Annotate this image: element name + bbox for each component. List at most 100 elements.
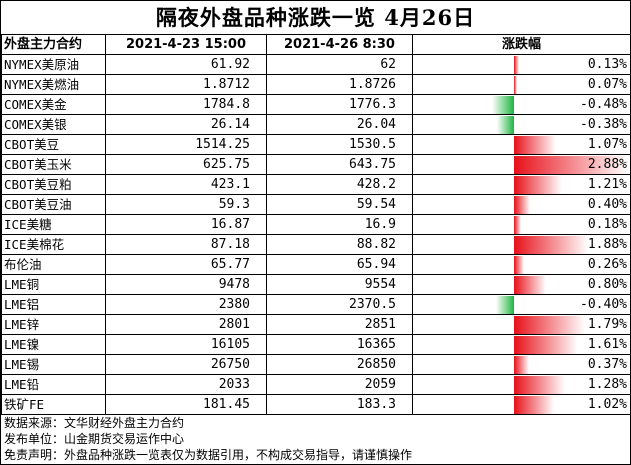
column-header-curr: 2021-4-26 8:30: [266, 34, 413, 55]
contract-name: COMEX美银: [1, 114, 106, 135]
change-cell: 0.37%: [412, 354, 631, 375]
prev-price: 2801: [105, 314, 267, 335]
contract-name: LME锡: [1, 354, 106, 375]
change-cell: 1.21%: [412, 174, 631, 195]
prev-price: 1514.25: [105, 134, 267, 155]
change-percent: 2.88%: [587, 157, 627, 172]
data-source-note: 数据来源：文华财经外盘主力合约: [4, 416, 185, 430]
change-bar-up: [514, 156, 628, 174]
change-percent: 1.88%: [587, 237, 627, 252]
prev-price: 9478: [105, 274, 267, 295]
change-percent: 1.02%: [587, 397, 627, 412]
page-title: 隔夜外盘品种涨跌一览 4月26日: [155, 5, 476, 30]
change-percent: 1.28%: [587, 377, 627, 392]
change-percent: 0.18%: [587, 217, 627, 232]
change-cell: 0.18%: [412, 214, 631, 235]
contract-name: ICE美糖: [1, 214, 106, 235]
prev-price: 26750: [105, 354, 267, 375]
prev-price: 2033: [105, 374, 267, 395]
table-row: LME锡 26750 26850 0.37%: [1, 354, 631, 375]
change-bar-up: [514, 276, 546, 294]
curr-price: 183.3: [266, 394, 413, 415]
contract-name: NYMEX美燃油: [1, 74, 106, 95]
change-bar-up: [514, 376, 565, 394]
disclaimer-note: 免责声明：外盘品种涨跌一览表仅为数据引用，不构成交易指导，请谨慎操作: [4, 448, 413, 462]
curr-price: 428.2: [266, 174, 413, 195]
change-cell: 0.26%: [412, 254, 631, 275]
change-percent: 1.61%: [587, 337, 627, 352]
curr-price: 16365: [266, 334, 413, 355]
change-bar-down: [496, 116, 514, 134]
change-cell: -0.38%: [412, 114, 631, 135]
change-percent: 0.37%: [587, 357, 627, 372]
prev-price: 2380: [105, 294, 267, 315]
prev-price: 625.75: [105, 154, 267, 175]
prev-price: 16105: [105, 334, 267, 355]
change-bar-up: [514, 76, 517, 94]
curr-price: 1530.5: [266, 134, 413, 155]
table-row: LME锌 2801 2851 1.79%: [1, 314, 631, 335]
prev-price: 59.3: [105, 194, 267, 215]
contract-name: CBOT美豆粕: [1, 174, 106, 195]
table-row: CBOT美豆粕 423.1 428.2 1.21%: [1, 174, 631, 195]
curr-price: 1776.3: [266, 94, 413, 115]
curr-price: 62: [266, 54, 413, 75]
change-bar-up: [514, 176, 562, 194]
curr-price: 88.82: [266, 234, 413, 255]
change-percent: -0.40%: [580, 297, 627, 312]
column-header-contract: 外盘主力合约: [1, 34, 106, 55]
table-row: LME铝 2380 2370.5 -0.40%: [1, 294, 631, 315]
contract-name: LME锌: [1, 314, 106, 335]
table-row: CBOT美豆油 59.3 59.54 0.40%: [1, 194, 631, 215]
table-row: NYMEX美原油 61.92 62 0.13%: [1, 54, 631, 75]
publisher-note: 发布单位：山金期货交易运作中心: [4, 432, 185, 446]
change-cell: -0.40%: [412, 294, 631, 315]
table-row: ICE美糖 16.87 16.9 0.18%: [1, 214, 631, 235]
curr-price: 26850: [266, 354, 413, 375]
change-percent: 1.79%: [587, 317, 627, 332]
prev-price: 87.18: [105, 234, 267, 255]
prev-price: 16.87: [105, 214, 267, 235]
table-row: NYMEX美燃油 1.8712 1.8726 0.07%: [1, 74, 631, 95]
change-cell: 1.61%: [412, 334, 631, 355]
table-row: COMEX美银 26.14 26.04 -0.38%: [1, 114, 631, 135]
table-row: CBOT美玉米 625.75 643.75 2.88%: [1, 154, 631, 175]
prev-price: 1784.8: [105, 94, 267, 115]
contract-name: LME铅: [1, 374, 106, 395]
change-bar-up: [514, 236, 589, 254]
table-row: LME铜 9478 9554 0.80%: [1, 274, 631, 295]
contract-name: CBOT美豆油: [1, 194, 106, 215]
contract-name: LME镍: [1, 334, 106, 355]
table-row: 铁矿FE 181.45 183.3 1.02%: [1, 394, 631, 415]
change-bar-up: [514, 216, 522, 234]
change-cell: 1.88%: [412, 234, 631, 255]
change-bar-up: [514, 56, 520, 74]
contract-name: LME铝: [1, 294, 106, 315]
table-row: CBOT美豆 1514.25 1530.5 1.07%: [1, 134, 631, 155]
curr-price: 65.94: [266, 254, 413, 275]
curr-price: 2370.5: [266, 294, 413, 315]
change-cell: 0.07%: [412, 74, 631, 95]
change-bar-down: [492, 96, 514, 114]
prev-price: 1.8712: [105, 74, 267, 95]
change-cell: 1.07%: [412, 134, 631, 155]
contract-name: 布伦油: [1, 254, 106, 275]
column-header-change: 涨跌幅: [412, 34, 631, 55]
footer-notes: 数据来源：文华财经外盘主力合约 发布单位：山金期货交易运作中心 免责声明：外盘品…: [4, 415, 624, 463]
change-bar-up: [514, 356, 529, 374]
change-percent: 0.13%: [587, 57, 627, 72]
contract-name: NYMEX美原油: [1, 54, 106, 75]
change-cell: 2.88%: [412, 154, 631, 175]
quote-table: 外盘主力合约 2021-4-23 15:00 2021-4-26 8:30 涨跌…: [1, 34, 631, 415]
curr-price: 16.9: [266, 214, 413, 235]
change-percent: 0.26%: [587, 257, 627, 272]
curr-price: 9554: [266, 274, 413, 295]
change-bar-up: [514, 396, 555, 414]
change-cell: 1.28%: [412, 374, 631, 395]
change-bar-up: [514, 316, 585, 334]
table-row: LME铅 2033 2059 1.28%: [1, 374, 631, 395]
table-row: LME镍 16105 16365 1.61%: [1, 334, 631, 355]
change-bar-up: [514, 256, 525, 274]
change-percent: -0.38%: [580, 117, 627, 132]
curr-price: 1.8726: [266, 74, 413, 95]
